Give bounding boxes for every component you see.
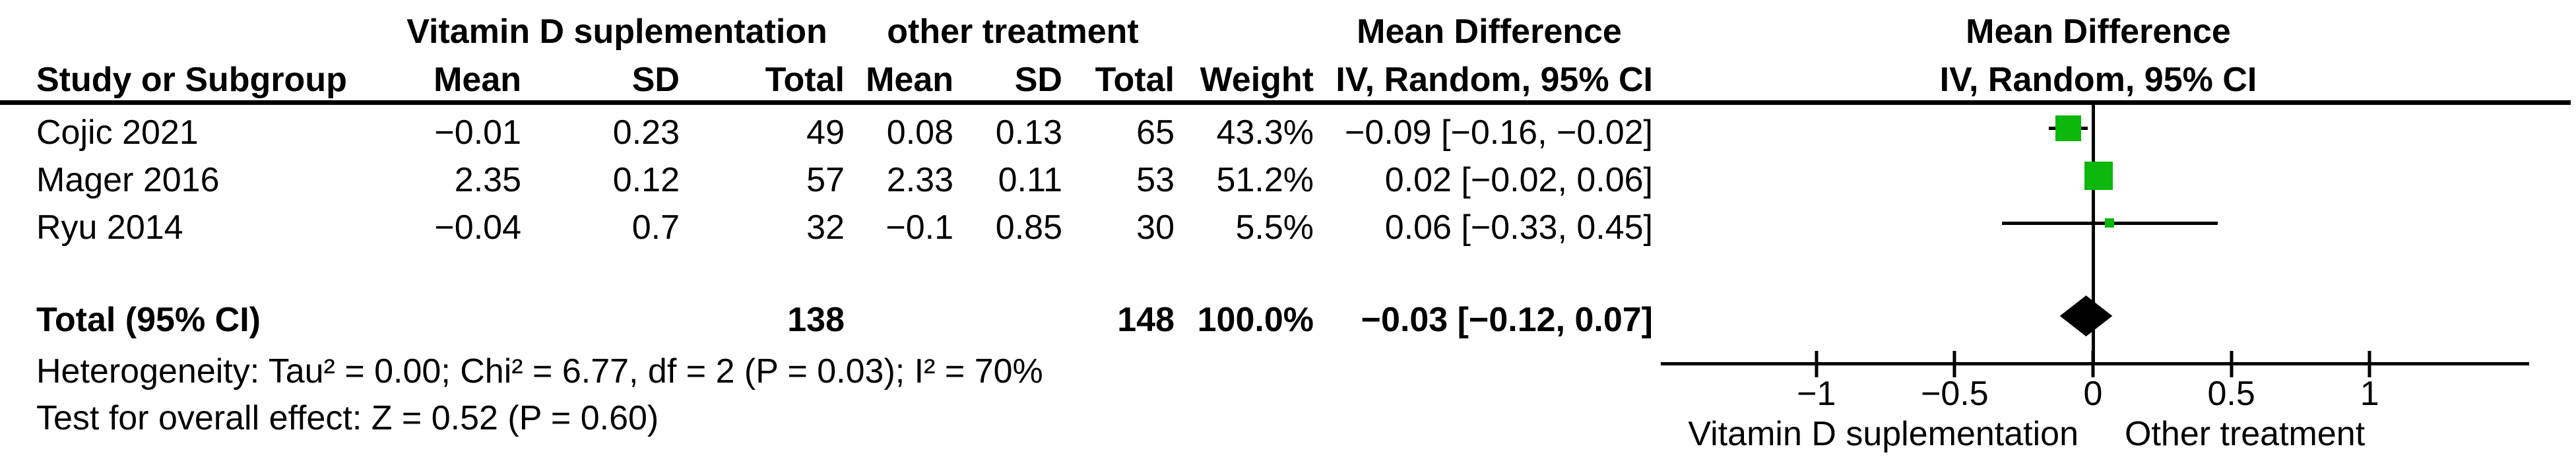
favours-right-label: Other treatment	[2125, 415, 2366, 453]
cell-exp_mean: −0.01	[434, 113, 521, 152]
axis-tick	[2367, 351, 2371, 377]
plot-header-effect: Mean Difference	[1966, 13, 2231, 51]
overall-effect-note: Test for overall effect: Z = 0.52 (P = 0…	[36, 399, 659, 437]
total-cell-weight: 100.0%	[1197, 301, 1314, 339]
cell-weight: 5.5%	[1235, 208, 1314, 247]
cell-exp_mean: 2.35	[454, 161, 521, 199]
column-header-exp_total: Total	[765, 61, 845, 99]
favours-left-label: Vitamin D suplementation	[1688, 415, 2078, 453]
header-rule	[0, 100, 2571, 105]
total-cell-ctl_total: 148	[1117, 301, 1175, 339]
tick-label: 0.5	[2207, 375, 2255, 413]
cell-ctl_total: 53	[1136, 161, 1175, 199]
cell-weight: 43.3%	[1216, 113, 1314, 152]
cell-exp_sd: 0.7	[631, 208, 680, 247]
tick-label: −1	[1797, 375, 1836, 413]
total-cell-effect_ci: −0.03 [−0.12, 0.07]	[1361, 301, 1653, 339]
cell-exp_total: 32	[806, 208, 845, 247]
column-header-exp_mean: Mean	[434, 61, 521, 99]
column-header-exp_sd: SD	[631, 61, 680, 99]
cell-exp_total: 49	[806, 113, 845, 152]
study-square	[2055, 115, 2081, 141]
column-header-weight: Weight	[1200, 61, 1314, 99]
cell-effect_ci: 0.06 [−0.33, 0.45]	[1384, 208, 1653, 247]
total-diamond	[2059, 296, 2113, 336]
cell-ctl_mean: −0.1	[886, 208, 953, 247]
column-header-effect_ci: IV, Random, 95% CI	[1336, 61, 1653, 99]
axis-tick	[1952, 351, 1956, 377]
group-header-control: other treatment	[887, 13, 1139, 51]
cell-exp_total: 57	[806, 161, 845, 199]
cell-ctl_sd: 0.85	[995, 208, 1062, 247]
study-name: Cojic 2021	[36, 113, 199, 152]
tick-label: 0	[2083, 375, 2103, 413]
axis-tick	[1815, 351, 1819, 377]
column-header-ctl_sd: SD	[1014, 61, 1062, 99]
tick-label: 1	[2360, 375, 2379, 413]
cell-exp_sd: 0.12	[612, 161, 680, 199]
cell-exp_mean: −0.04	[434, 208, 521, 247]
group-header-experimental: Vitamin D suplementation	[406, 13, 827, 51]
cell-ctl_sd: 0.11	[998, 161, 1062, 199]
heterogeneity-note: Heterogeneity: Tau² = 0.00; Chi² = 6.77,…	[36, 352, 1043, 390]
cell-effect_ci: −0.09 [−0.16, −0.02]	[1345, 113, 1653, 152]
plot-header-model: IV, Random, 95% CI	[1939, 61, 2257, 99]
study-name: Mager 2016	[36, 161, 220, 199]
tick-label: −0.5	[1921, 375, 1989, 413]
cell-effect_ci: 0.02 [−0.02, 0.06]	[1384, 161, 1653, 199]
total-row-label: Total (95% CI)	[36, 301, 261, 339]
cell-ctl_total: 65	[1136, 113, 1175, 152]
column-header-study: Study or Subgroup	[36, 61, 347, 99]
column-header-ctl_total: Total	[1095, 61, 1175, 99]
axis-tick	[2091, 351, 2095, 377]
x-axis	[1661, 362, 2529, 365]
zero-line	[2092, 105, 2095, 364]
group-header-effect: Mean Difference	[1357, 13, 1622, 51]
cell-ctl_mean: 2.33	[886, 161, 953, 199]
total-cell-exp_total: 138	[787, 301, 845, 339]
study-name: Ryu 2014	[36, 208, 183, 247]
column-header-ctl_mean: Mean	[866, 61, 953, 99]
cell-exp_sd: 0.23	[612, 113, 680, 152]
cell-ctl_sd: 0.13	[995, 113, 1062, 152]
axis-tick	[2230, 351, 2234, 377]
cell-ctl_mean: 0.08	[886, 113, 953, 152]
study-square	[2084, 161, 2113, 190]
study-square	[2105, 218, 2115, 228]
cell-ctl_total: 30	[1136, 208, 1175, 247]
cell-weight: 51.2%	[1216, 161, 1314, 199]
